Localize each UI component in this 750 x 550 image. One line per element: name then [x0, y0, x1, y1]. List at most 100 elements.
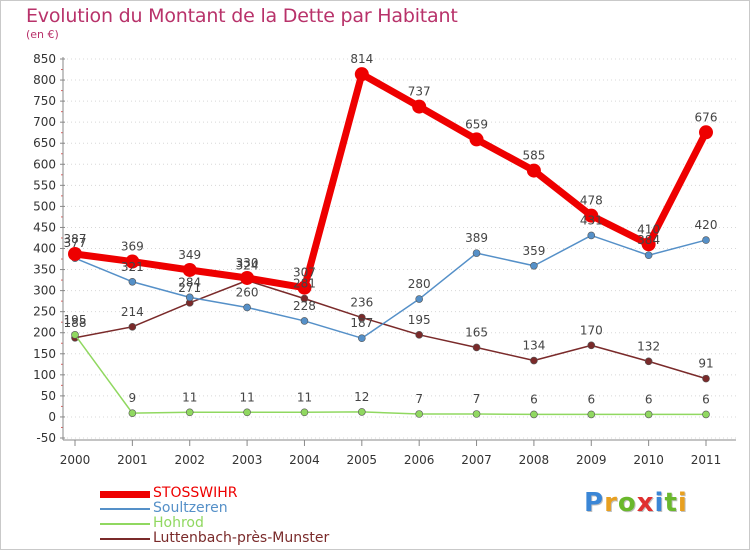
data-point: [300, 294, 309, 303]
data-point: [415, 295, 423, 303]
data-point: [641, 237, 656, 252]
series-line-3: [74, 279, 707, 380]
data-point: [300, 408, 309, 417]
legend-swatch-stosswihr: [100, 491, 150, 498]
data-label: 387: [64, 232, 87, 246]
y-tick-label: 400: [33, 242, 56, 256]
data-point: [358, 408, 366, 416]
data-point: [240, 270, 255, 285]
data-label: 369: [121, 240, 144, 254]
data-label: 737: [408, 85, 431, 99]
data-point: [297, 280, 312, 295]
y-tick-label: 200: [33, 326, 56, 340]
data-label: 195: [64, 313, 87, 327]
series-line-2: [74, 334, 706, 416]
y-tick-label: 50: [41, 389, 56, 403]
data-label: 187: [350, 316, 373, 330]
x-tick-label: 2003: [232, 453, 263, 467]
data-label: 330: [236, 256, 259, 270]
data-label: 271: [178, 281, 201, 295]
data-label: 280: [408, 277, 431, 291]
logo-letter: t: [664, 488, 678, 518]
data-point: [472, 249, 481, 257]
data-point: [530, 410, 538, 419]
data-label: 384: [637, 233, 660, 247]
data-point: [587, 410, 596, 419]
data-point: [415, 410, 423, 418]
data-label: 281: [293, 277, 316, 291]
logo-letter: i: [654, 488, 665, 518]
data-point: [354, 67, 369, 82]
data-point: [644, 251, 653, 260]
logo-letter: i: [677, 488, 688, 518]
data-label: 814: [350, 52, 373, 66]
x-tick-label: 2005: [347, 453, 378, 467]
data-point: [128, 277, 137, 286]
y-tick-label: 850: [33, 52, 56, 66]
data-point: [644, 410, 653, 419]
x-tick-label: 2002: [174, 453, 205, 467]
data-point: [182, 262, 197, 277]
data-label: 6: [702, 392, 710, 406]
logo-letter: r: [604, 488, 618, 518]
data-point: [71, 331, 79, 339]
y-tick-label: 550: [33, 178, 56, 192]
proxiti-logo: Proxiti: [584, 488, 688, 518]
data-point: [702, 374, 710, 383]
data-point: [243, 408, 251, 417]
data-point: [472, 343, 481, 352]
data-label: 91: [698, 357, 713, 371]
data-point: [702, 410, 710, 419]
data-point: [469, 132, 484, 147]
data-point: [358, 313, 366, 322]
data-point: [699, 125, 713, 140]
logo-letter: o: [617, 488, 637, 518]
x-tick-label: 2010: [633, 453, 664, 467]
data-label: 132: [637, 339, 660, 353]
data-label: 12: [354, 390, 369, 404]
y-tick-label: 700: [33, 115, 56, 129]
series-line-0: [74, 70, 710, 292]
y-tick-label: 800: [33, 73, 56, 87]
logo-letter: x: [636, 488, 655, 518]
data-label: 377: [64, 236, 87, 250]
data-label: 6: [645, 392, 653, 406]
data-label: 659: [465, 117, 488, 131]
data-label: 349: [178, 248, 201, 262]
data-label: 676: [695, 110, 718, 124]
data-point: [358, 334, 366, 342]
data-label: 165: [465, 325, 488, 339]
data-label: 6: [587, 392, 595, 406]
legend-swatch-soultzeren: [100, 508, 150, 510]
data-label: 236: [350, 296, 373, 310]
legend-label: Soultzeren: [153, 500, 228, 516]
x-tick-label: 2004: [289, 453, 320, 467]
data-point: [128, 323, 137, 331]
logo-letter: P: [584, 488, 605, 518]
data-point: [584, 208, 599, 223]
data-label: 321: [121, 260, 144, 274]
y-tick-label: 600: [33, 157, 56, 171]
legend-swatch-luttenbach: [100, 538, 150, 540]
x-tick-label: 2000: [60, 453, 91, 467]
legend-label: Hohrod: [153, 515, 204, 531]
data-label: 214: [121, 305, 144, 319]
data-label: 195: [408, 313, 431, 327]
data-label: 188: [64, 316, 87, 330]
data-label: 324: [236, 259, 259, 273]
y-tick-label: 100: [33, 368, 56, 382]
x-tick-label: 2006: [404, 453, 435, 467]
y-tick-label: 450: [33, 220, 56, 234]
data-label: 11: [297, 390, 312, 404]
y-tick-label: -50: [36, 431, 56, 445]
x-tick-label: 2009: [576, 453, 607, 467]
data-label: 431: [580, 213, 603, 227]
y-tick-label: 0: [48, 410, 56, 424]
y-tick-label: 750: [33, 94, 56, 108]
data-point: [68, 246, 82, 261]
data-label: 228: [293, 299, 316, 313]
y-tick-label: 500: [33, 199, 56, 213]
y-tick-label: 250: [33, 305, 56, 319]
